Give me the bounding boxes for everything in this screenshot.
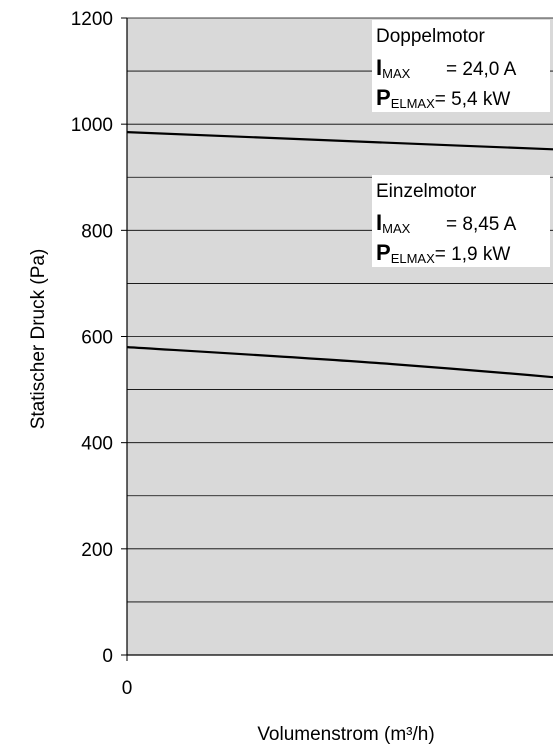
power-value: = 1,9 kW [435,244,511,265]
x-axis-title: Volumenstrom (m³/h) [257,724,434,745]
annotation-box [372,175,550,267]
y-axis-title: Statischer Druck (Pa) [28,249,49,430]
power-subscript: ELMAX [391,96,435,111]
current-symbol: I [376,210,382,235]
y-tick-label: 600 [81,328,113,349]
annotation-power-line: PELMAX= 1,9 kW [376,240,510,266]
power-value: = 5,4 kW [435,89,511,110]
y-tick-label: 200 [81,540,113,561]
annotation-einzelmotor: Einzelmotor IMAX = 8,45 A PELMAX= 1,9 kW [372,175,550,267]
annotation-box [372,20,550,112]
current-subscript: MAX [382,221,411,236]
y-tick-label: 1200 [71,9,113,30]
current-subscript: MAX [382,66,411,81]
annotation-doppelmotor: Doppelmotor IMAX = 24,0 A PELMAX= 5,4 kW [372,20,550,112]
current-symbol: I [376,55,382,80]
annotation-current-line: IMAX = 24,0 A [376,55,517,81]
y-tick-label: 1000 [71,115,113,136]
annotation-title: Einzelmotor [376,181,477,202]
y-tick-label: 400 [81,434,113,455]
current-value: = 24,0 A [446,59,517,80]
axes [121,17,553,661]
power-symbol: P [376,240,391,265]
tick-labels: 0200400600800100012000500010000 [71,9,133,699]
y-tick-label: 0 [102,646,113,667]
current-value: = 8,45 A [446,214,517,235]
x-tick-label: 0 [122,678,133,699]
power-subscript: ELMAX [391,251,435,266]
annotation-power-line: PELMAX= 5,4 kW [376,85,510,111]
y-tick-label: 800 [81,221,113,242]
annotation-current-line: IMAX = 8,45 A [376,210,517,236]
power-symbol: P [376,85,391,110]
annotation-title: Doppelmotor [376,26,485,47]
